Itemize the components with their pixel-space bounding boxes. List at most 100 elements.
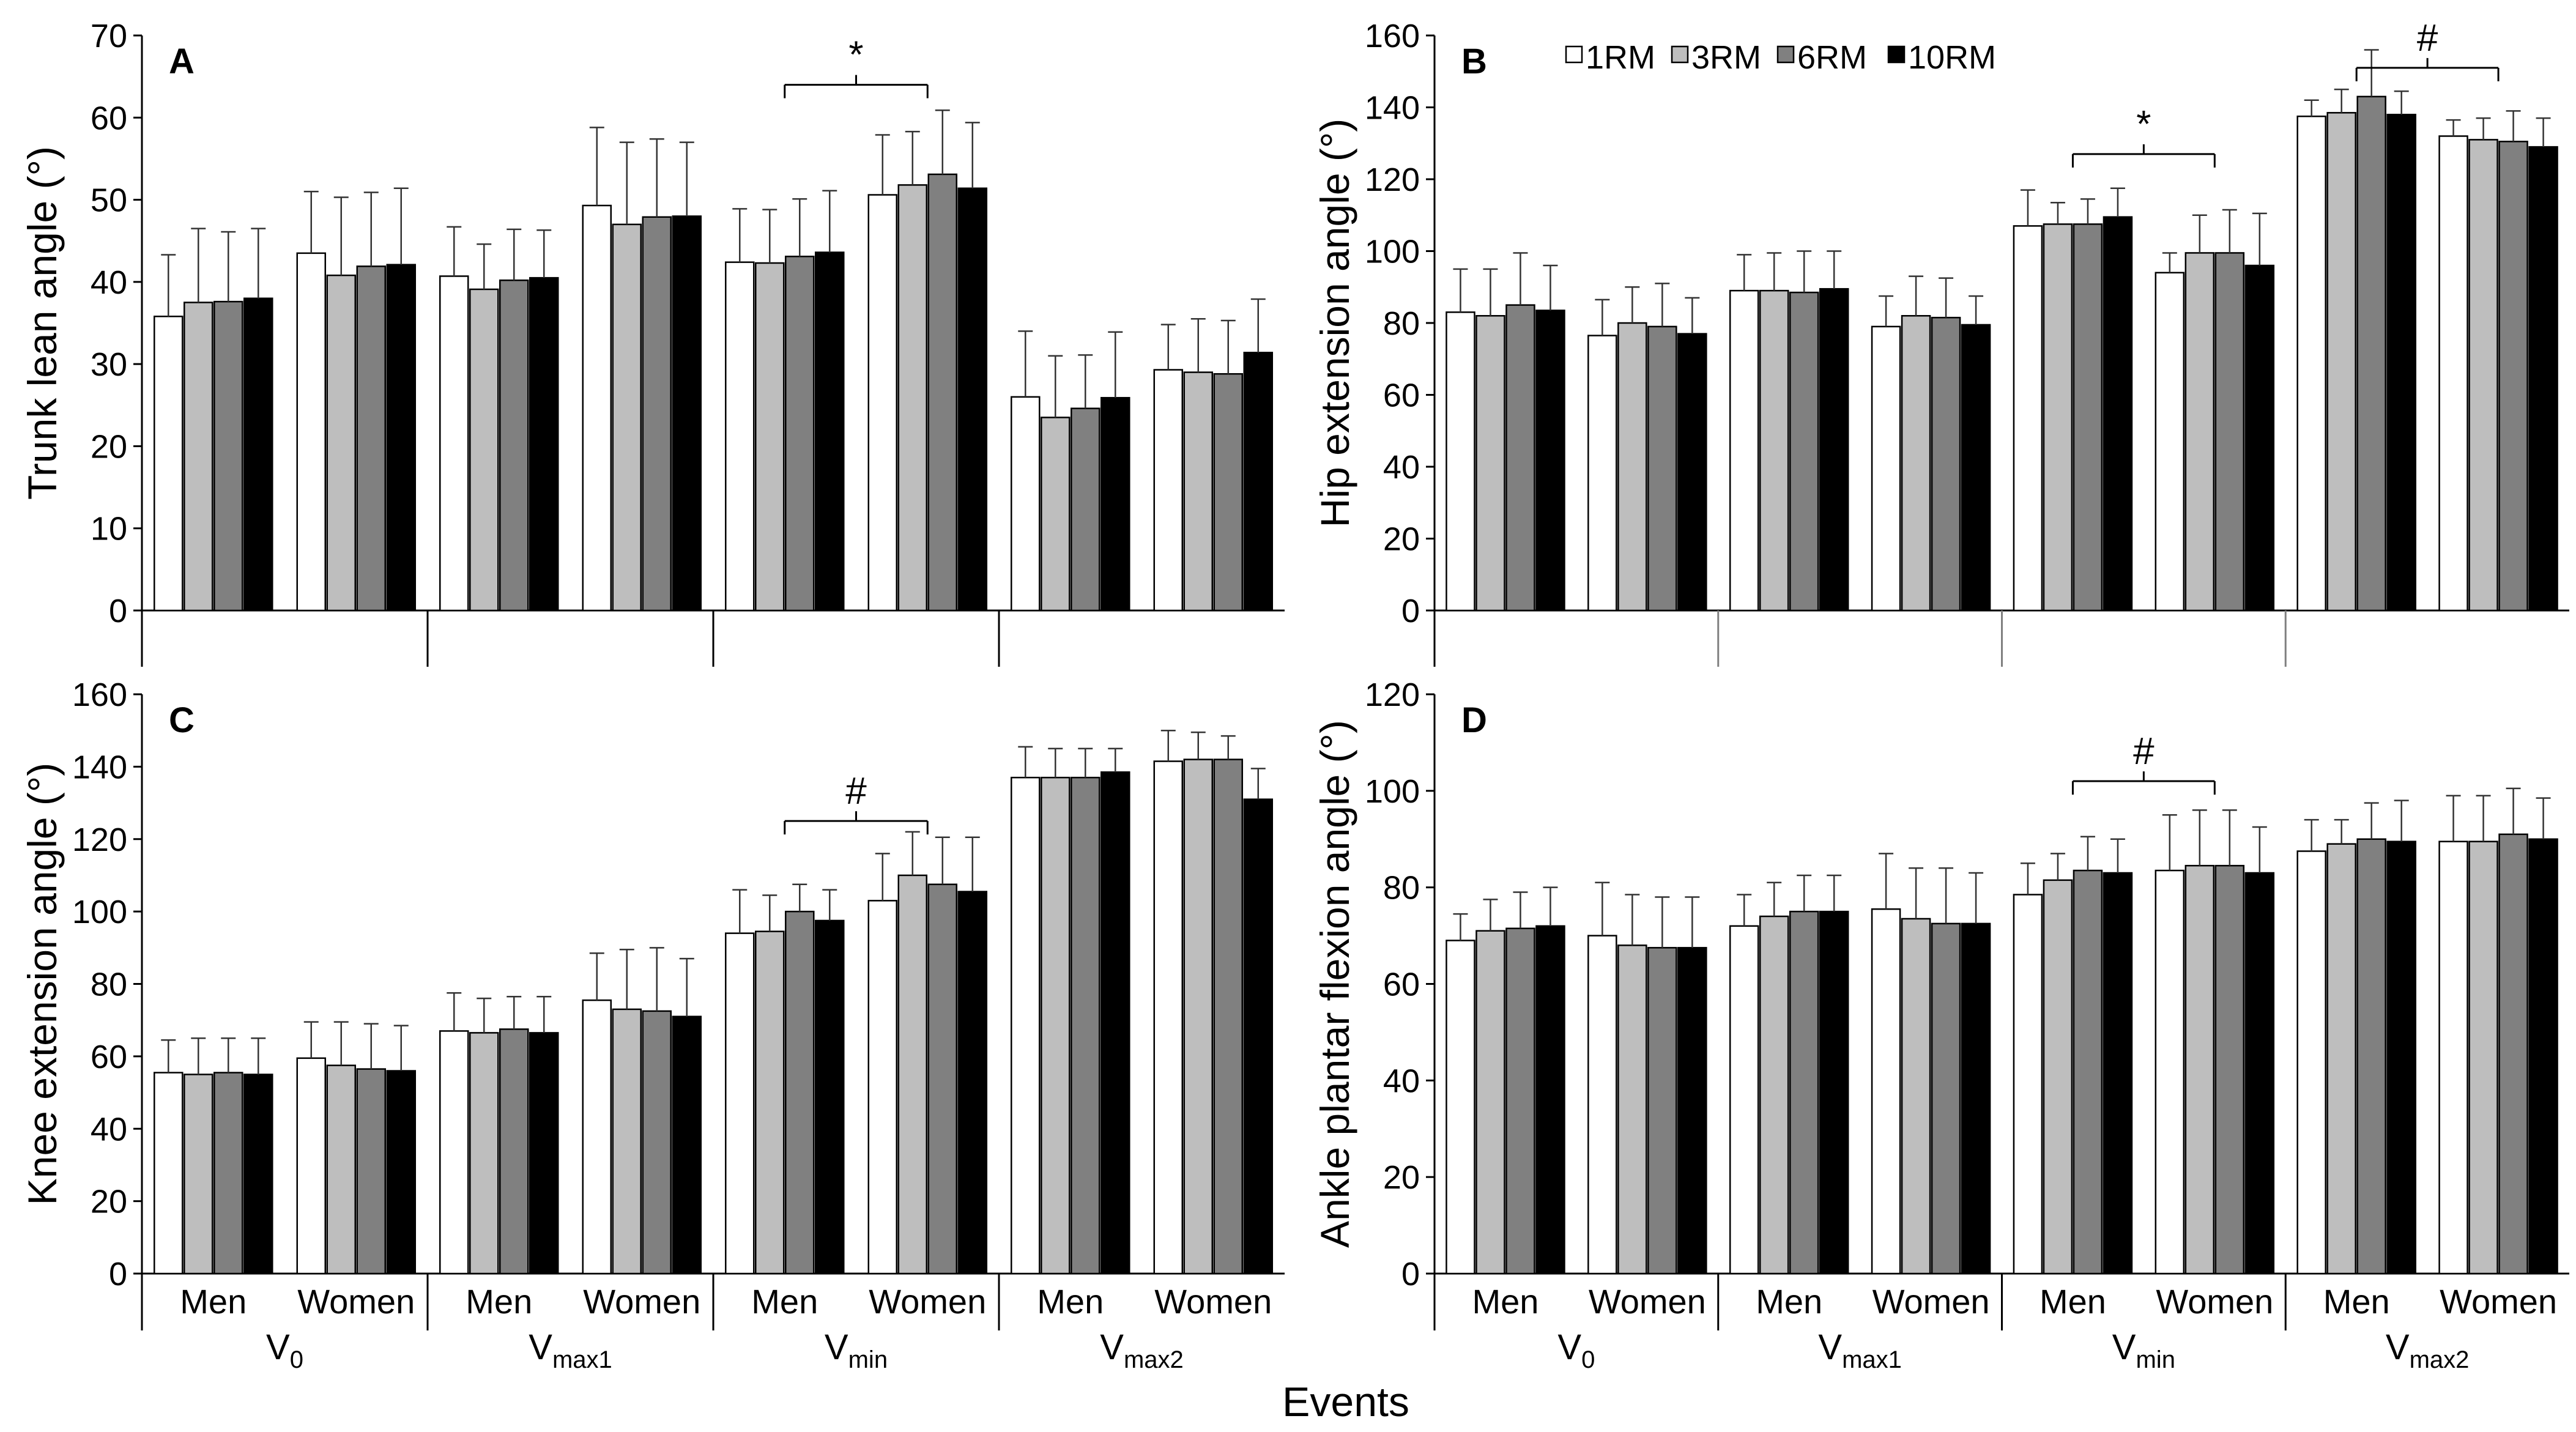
bar-6rm-men	[2356, 95, 2386, 612]
bar-10rm-men	[243, 297, 273, 612]
y-tick-label: 40	[1383, 449, 1420, 486]
y-tick-label: 30	[91, 346, 127, 383]
bar-3rm-women	[2468, 139, 2498, 612]
legend-swatch-10rm	[1887, 45, 1906, 64]
bar-3rm-men	[755, 262, 785, 612]
bar-6rm-women	[2498, 833, 2528, 1275]
bar-6rm-women	[1213, 373, 1243, 612]
bar-6rm-women	[1647, 947, 1677, 1275]
y-tick-label: 140	[72, 749, 127, 785]
significance-symbol: #	[2133, 730, 2155, 773]
event-label: Vmin	[825, 1327, 888, 1373]
chart-panel-a: 0 10 20 30 40 50 60 70 Trunk lean angle (°) * A	[20, 18, 1285, 667]
bar-1rm-men	[2296, 850, 2326, 1275]
event-label-sub: max2	[1124, 1346, 1184, 1373]
bar-6rm-women	[927, 173, 957, 612]
group-label: Women	[1589, 1282, 1706, 1321]
event-label: Vmax1	[529, 1327, 612, 1373]
legend-swatch-1rm	[1565, 45, 1583, 64]
bar-1rm-men	[154, 1072, 184, 1275]
y-tick-label: 100	[1365, 234, 1420, 270]
group-label: Men	[466, 1282, 532, 1321]
bar-6rm-women	[2214, 252, 2245, 612]
bar-1rm-men	[725, 932, 755, 1275]
group-label: Women	[1873, 1282, 1990, 1321]
group-label: Women	[1154, 1282, 1272, 1321]
bar-10rm-men	[2103, 216, 2133, 612]
y-tick-label: 20	[91, 1184, 127, 1220]
y-tick-label: 70	[91, 18, 127, 54]
bar-3rm-men	[2326, 112, 2356, 612]
y-tick-label: 40	[91, 1111, 127, 1148]
bar-3rm-women	[2184, 864, 2215, 1275]
bar-3rm-men	[184, 1074, 213, 1275]
significance-symbol: #	[845, 770, 867, 812]
bar-3rm-men	[469, 1032, 499, 1275]
bar-1rm-women	[296, 252, 326, 612]
bar-10rm-women	[1961, 922, 1991, 1275]
y-tick-label: 60	[1383, 966, 1420, 1003]
bar-3rm-women	[1183, 371, 1213, 612]
bar-3rm-women	[897, 184, 927, 612]
bar-3rm-women	[1901, 918, 1931, 1275]
y-tick-label: 140	[1365, 90, 1420, 127]
significance-symbol: #	[2417, 17, 2438, 59]
bar-6rm-women	[356, 1068, 386, 1275]
bar-10rm-women	[1677, 947, 1707, 1275]
event-label: Vmax1	[1818, 1327, 1902, 1373]
y-tick-label: 100	[1365, 773, 1420, 810]
event-label: V0	[266, 1327, 303, 1373]
bar-10rm-men	[1535, 925, 1565, 1275]
legend-swatch-3rm	[1671, 45, 1689, 64]
y-tick-label: 20	[91, 428, 127, 465]
y-tick-label: 0	[1401, 593, 1420, 629]
chart-panel-b: 0 20 40 60 80 100 120 140 160 Hip extension angle…	[1312, 17, 2569, 667]
bar-3rm-men	[469, 288, 499, 612]
bar-1rm-women	[296, 1057, 326, 1275]
bar-10rm-men	[243, 1074, 273, 1275]
group-label: Men	[2323, 1282, 2390, 1321]
event-label-main: V	[2386, 1327, 2410, 1367]
bar-1rm-men	[1011, 396, 1041, 612]
event-label-sub: max1	[552, 1346, 612, 1373]
bar-3rm-women	[2468, 840, 2498, 1275]
event-label-main: V	[1557, 1327, 1581, 1367]
bar-10rm-women	[672, 215, 702, 612]
bar-10rm-women	[2528, 838, 2558, 1275]
bar-3rm-women	[1617, 322, 1647, 612]
bar-1rm-women	[867, 194, 897, 612]
bar-1rm-men	[1011, 776, 1041, 1275]
bar-1rm-men	[154, 316, 184, 612]
bar-10rm-men	[529, 276, 559, 612]
significance-symbol: *	[848, 34, 863, 76]
bar-1rm-women	[1871, 325, 1901, 612]
bar-1rm-men	[2296, 115, 2326, 612]
y-tick-label: 160	[1365, 18, 1420, 54]
bar-6rm-men	[1071, 407, 1101, 612]
bar-6rm-men	[1071, 776, 1101, 1275]
panel-letter: B	[1461, 42, 1487, 81]
group-label: Men	[1472, 1282, 1539, 1321]
bar-10rm-men	[529, 1032, 559, 1275]
significance-symbol: *	[2136, 103, 2151, 146]
bar-10rm-women	[386, 1070, 416, 1275]
bar-10rm-men	[1819, 288, 1849, 612]
bar-1rm-men	[439, 275, 469, 612]
event-label-sub: max2	[2410, 1346, 2470, 1373]
bar-6rm-women	[642, 216, 672, 612]
bar-10rm-women	[386, 264, 416, 612]
bar-10rm-men	[2386, 840, 2416, 1275]
bar-3rm-women	[897, 874, 927, 1275]
bar-10rm-men	[2103, 872, 2133, 1275]
y-tick-label: 50	[91, 182, 127, 219]
bar-6rm-men	[2073, 223, 2103, 612]
bar-10rm-men	[1819, 910, 1849, 1275]
y-tick-label: 120	[1365, 677, 1420, 713]
bar-6rm-men	[785, 910, 815, 1275]
bar-3rm-men	[1041, 417, 1071, 612]
bar-6rm-women	[927, 883, 957, 1275]
legend-swatch-6rm	[1776, 45, 1795, 64]
y-tick-label: 80	[91, 966, 127, 1003]
y-tick-label: 160	[72, 677, 127, 713]
event-label-main: V	[1100, 1327, 1124, 1367]
